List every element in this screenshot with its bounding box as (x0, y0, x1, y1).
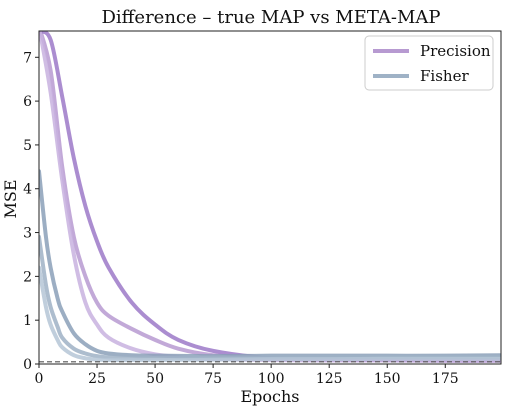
x-tick-label-50: 50 (146, 371, 164, 387)
y-tick-label-1: 1 (23, 313, 32, 329)
y-tick-label-5: 5 (23, 138, 32, 154)
series-group (39, 31, 501, 363)
x-tick-label-25: 25 (88, 371, 106, 387)
y-tick-label-6: 6 (23, 94, 32, 110)
y-tick-label-2: 2 (23, 269, 32, 285)
legend-label-precision: Precision (420, 42, 491, 60)
y-tick-label-0: 0 (23, 357, 32, 373)
x-tick-label-125: 125 (316, 371, 343, 387)
legend-label-fisher: Fisher (420, 67, 469, 85)
x-tick-label-175: 175 (432, 371, 459, 387)
axes: 0 25 50 75 100 125 150 175 0 1 2 3 4 5 6 7 (23, 30, 502, 387)
x-tick-label-0: 0 (35, 371, 44, 387)
y-axis-label: MSE (1, 179, 20, 218)
plot-frame (38, 30, 502, 365)
x-tick-label-100: 100 (258, 371, 285, 387)
x-tick-label-150: 150 (374, 371, 401, 387)
chart-title: Difference – true MAP vs META-MAP (101, 7, 440, 28)
plot-area (39, 31, 501, 363)
y-tick-label-3: 3 (23, 226, 32, 242)
series-line-fisher-5 (39, 234, 501, 360)
x-tick-label-75: 75 (204, 371, 222, 387)
x-axis-label: Epochs (240, 387, 299, 406)
legend: Precision Fisher (364, 35, 494, 91)
y-tick-label-4: 4 (23, 182, 32, 198)
series-line-fisher-6 (39, 265, 501, 363)
y-tick-label-7: 7 (23, 50, 32, 66)
